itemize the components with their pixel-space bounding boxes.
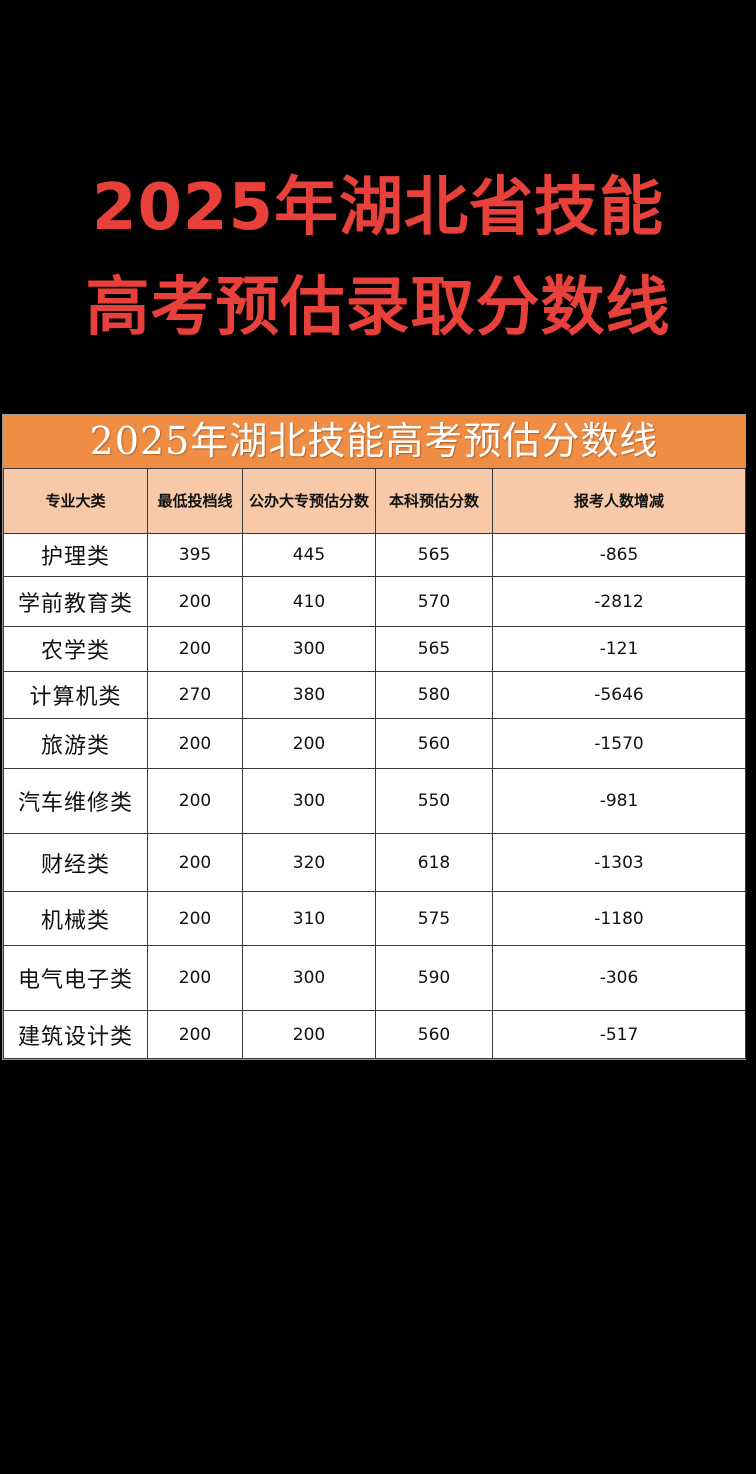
college-score-cell: 300 [242, 768, 376, 834]
applicant-change-cell: -981 [492, 768, 746, 834]
applicant-change-cell: -5646 [492, 671, 746, 719]
college-score-cell: 200 [242, 718, 376, 769]
bachelor-score-cell: 590 [375, 945, 493, 1011]
score-table: 专业大类 最低投档线 公办大专预估分数 本科预估分数 报考人数增减 护理类 39… [3, 468, 746, 1059]
major-cell: 汽车维修类 [3, 768, 148, 834]
major-cell: 财经类 [3, 833, 148, 892]
table-row: 护理类 395 445 565 -865 [3, 533, 746, 577]
min-score-cell: 200 [147, 945, 243, 1011]
table-row: 计算机类 270 380 580 -5646 [3, 671, 746, 719]
applicant-change-cell: -121 [492, 626, 746, 672]
min-score-cell: 270 [147, 671, 243, 719]
table-row: 学前教育类 200 410 570 -2812 [3, 576, 746, 627]
major-cell: 建筑设计类 [3, 1010, 148, 1059]
bachelor-score-cell: 560 [375, 718, 493, 769]
table-row: 财经类 200 320 618 -1303 [3, 833, 746, 892]
major-cell: 农学类 [3, 626, 148, 672]
college-score-cell: 310 [242, 891, 376, 946]
applicant-change-cell: -1180 [492, 891, 746, 946]
college-score-cell: 200 [242, 1010, 376, 1059]
applicant-change-cell: -2812 [492, 576, 746, 627]
applicant-change-cell: -865 [492, 533, 746, 577]
bachelor-score-cell: 580 [375, 671, 493, 719]
major-cell: 电气电子类 [3, 945, 148, 1011]
table-row: 农学类 200 300 565 -121 [3, 626, 746, 672]
bachelor-score-cell: 618 [375, 833, 493, 892]
header-applicant-change: 报考人数增减 [492, 468, 746, 534]
headline-line-2: 高考预估录取分数线 [85, 271, 671, 345]
bachelor-score-cell: 565 [375, 533, 493, 577]
header-min-score: 最低投档线 [147, 468, 243, 534]
college-score-cell: 300 [242, 945, 376, 1011]
min-score-cell: 200 [147, 768, 243, 834]
min-score-cell: 200 [147, 576, 243, 627]
applicant-change-cell: -517 [492, 1010, 746, 1059]
table-title: 2025年湖北技能高考预估分数线 [3, 415, 745, 468]
bachelor-score-cell: 570 [375, 576, 493, 627]
min-score-cell: 200 [147, 891, 243, 946]
header-row: 专业大类 最低投档线 公办大专预估分数 本科预估分数 报考人数增减 [3, 468, 746, 534]
major-cell: 旅游类 [3, 718, 148, 769]
table-row: 建筑设计类 200 200 560 -517 [3, 1010, 746, 1059]
header-major: 专业大类 [3, 468, 148, 534]
college-score-cell: 410 [242, 576, 376, 627]
college-score-cell: 380 [242, 671, 376, 719]
college-score-cell: 300 [242, 626, 376, 672]
table-row: 机械类 200 310 575 -1180 [3, 891, 746, 946]
table-row: 汽车维修类 200 300 550 -981 [3, 768, 746, 834]
bachelor-score-cell: 575 [375, 891, 493, 946]
applicant-change-cell: -1570 [492, 718, 746, 769]
college-score-cell: 445 [242, 533, 376, 577]
major-cell: 护理类 [3, 533, 148, 577]
applicant-change-cell: -1303 [492, 833, 746, 892]
table-row: 旅游类 200 200 560 -1570 [3, 718, 746, 769]
college-score-cell: 320 [242, 833, 376, 892]
min-score-cell: 395 [147, 533, 243, 577]
major-cell: 机械类 [3, 891, 148, 946]
major-cell: 学前教育类 [3, 576, 148, 627]
major-cell: 计算机类 [3, 671, 148, 719]
min-score-cell: 200 [147, 718, 243, 769]
bachelor-score-cell: 565 [375, 626, 493, 672]
header-bachelor-score: 本科预估分数 [375, 468, 493, 534]
bachelor-score-cell: 560 [375, 1010, 493, 1059]
headline-line-1: 2025年湖北省技能 [91, 171, 665, 245]
bachelor-score-cell: 550 [375, 768, 493, 834]
min-score-cell: 200 [147, 833, 243, 892]
min-score-cell: 200 [147, 626, 243, 672]
table-row: 电气电子类 200 300 590 -306 [3, 945, 746, 1011]
applicant-change-cell: -306 [492, 945, 746, 1011]
score-sheet: 2025年湖北技能高考预估分数线 专业大类 最低投档线 公办大专预估分数 本科预… [2, 414, 746, 1060]
min-score-cell: 200 [147, 1010, 243, 1059]
header-college-score: 公办大专预估分数 [242, 468, 376, 534]
